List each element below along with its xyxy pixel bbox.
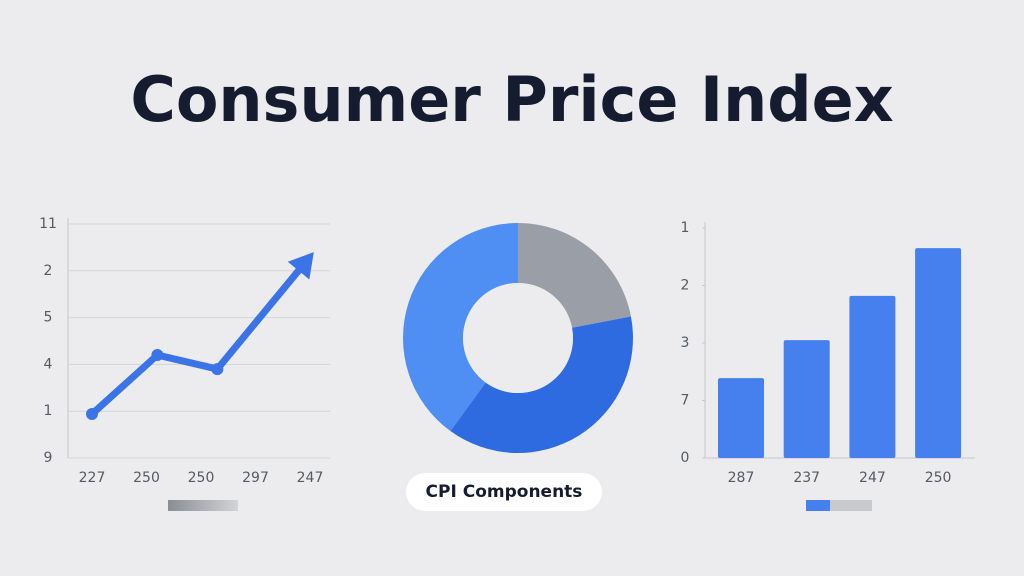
bar — [718, 378, 764, 458]
donut-segment — [450, 316, 633, 453]
title: Consumer Price Index — [130, 63, 893, 136]
y-tick-label: 2 — [44, 263, 53, 279]
x-tick-label: 237 — [793, 470, 820, 486]
x-tick-label: 247 — [859, 470, 886, 486]
y-tick-label: 3 — [681, 335, 690, 351]
pie-label: CPI Components — [426, 482, 583, 502]
x-tick-label: 287 — [728, 470, 755, 486]
y-tick-label: 9 — [44, 450, 53, 466]
y-tick-label: 1 — [681, 220, 690, 236]
y-tick-label: 0 — [681, 450, 690, 466]
x-tick-label: 247 — [297, 470, 324, 486]
x-tick-label: 297 — [242, 470, 269, 486]
bar — [849, 295, 896, 458]
line — [89, 254, 313, 417]
y-tick-label: 4 — [44, 356, 53, 372]
donut-segment — [518, 223, 631, 328]
bar — [783, 340, 830, 458]
legend-swatch — [830, 500, 872, 511]
x-tick-label: 250 — [925, 470, 952, 486]
bar — [915, 248, 962, 458]
arrow-head — [287, 252, 314, 280]
y-tick-label: 11 — [39, 216, 57, 232]
donut-hole — [463, 283, 573, 393]
point — [151, 349, 164, 362]
x-tick-label: 250 — [133, 470, 160, 486]
y-tick-label: 1 — [44, 403, 53, 419]
x-tick-label: 250 — [188, 470, 215, 486]
x-tick-label: 227 — [79, 470, 106, 486]
legend-swatch — [168, 500, 238, 511]
donut-segment — [403, 223, 518, 432]
y-tick-label: 7 — [681, 393, 690, 409]
point — [86, 408, 98, 421]
point — [211, 363, 224, 376]
y-tick-label: 2 — [681, 278, 690, 294]
legend-swatch — [806, 500, 830, 511]
label-pill — [406, 473, 602, 511]
y-tick-label: 5 — [44, 310, 53, 326]
